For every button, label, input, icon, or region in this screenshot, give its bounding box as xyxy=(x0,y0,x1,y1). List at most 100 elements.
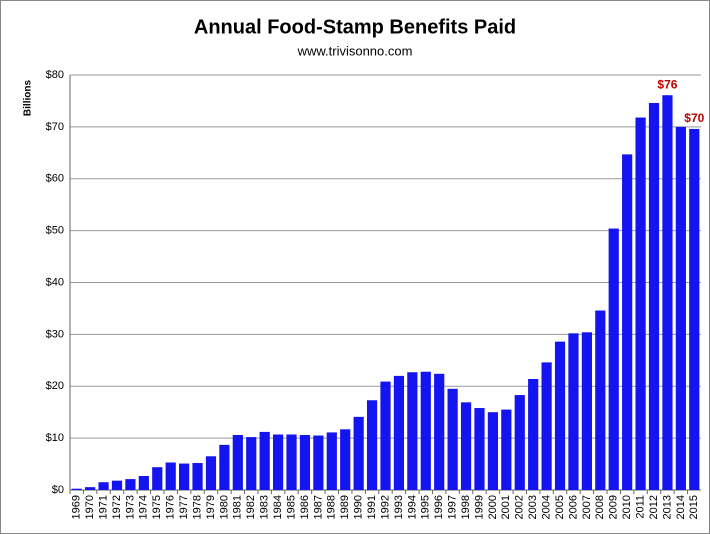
x-tick-label: 1974 xyxy=(138,495,150,519)
x-tick-label: 1997 xyxy=(447,495,459,519)
bar xyxy=(71,488,82,490)
bar xyxy=(622,154,633,490)
x-tick-label: 1989 xyxy=(339,495,351,519)
chart-subtitle: www.trivisonno.com xyxy=(297,43,413,58)
x-tick-label: 2005 xyxy=(554,495,566,519)
bar xyxy=(125,479,136,490)
chart-title: Annual Food-Stamp Benefits Paid xyxy=(194,16,516,38)
value-label: $70 xyxy=(684,111,704,125)
y-tick-label: $60 xyxy=(46,173,64,185)
x-tick-label: 1972 xyxy=(111,495,123,519)
x-tick-label: 2010 xyxy=(621,495,633,519)
x-tick-label: 2013 xyxy=(661,495,673,519)
x-tick-label: 2002 xyxy=(514,495,526,519)
x-tick-label: 2000 xyxy=(487,495,499,519)
bar xyxy=(179,463,190,490)
x-tick-label: 1978 xyxy=(191,495,203,519)
bar xyxy=(648,103,660,490)
bar xyxy=(581,332,592,490)
x-tick-label: 2011 xyxy=(634,495,646,519)
bar xyxy=(152,467,163,490)
bar xyxy=(595,310,606,490)
x-tick-label: 1983 xyxy=(259,495,271,519)
bar xyxy=(326,432,337,490)
x-tick-label: 1996 xyxy=(433,495,445,519)
bar xyxy=(568,333,579,490)
y-axis-label: Billions xyxy=(23,80,34,117)
x-tick-label: 1993 xyxy=(393,495,405,519)
x-tick-label: 1992 xyxy=(379,495,391,519)
bar xyxy=(474,408,485,490)
bar xyxy=(487,412,499,490)
y-tick-label: $30 xyxy=(46,328,64,340)
x-tick-label: 1973 xyxy=(124,495,136,519)
bar xyxy=(393,375,405,490)
bar xyxy=(192,463,203,490)
x-tick-label: 1980 xyxy=(218,495,230,519)
bar xyxy=(272,434,284,490)
x-tick-label: 1977 xyxy=(178,495,190,519)
bar xyxy=(541,362,552,490)
bar xyxy=(407,372,418,490)
x-tick-label: 1987 xyxy=(312,495,324,519)
bar xyxy=(528,378,539,490)
x-tick-label: 1998 xyxy=(460,495,472,519)
bar xyxy=(689,128,700,490)
x-tick-label: 2009 xyxy=(608,495,620,519)
x-tick-label: 1979 xyxy=(205,495,217,519)
bar xyxy=(259,431,270,490)
bar xyxy=(111,480,123,490)
y-tick-label: $0 xyxy=(52,484,64,496)
bar xyxy=(205,456,217,490)
x-tick-label: 2001 xyxy=(500,495,512,519)
y-tick-label: $40 xyxy=(46,276,64,288)
x-tick-label: 1971 xyxy=(97,495,109,519)
x-tick-label: 1988 xyxy=(326,495,338,519)
bar xyxy=(219,444,230,490)
x-tick-label: 1986 xyxy=(299,495,311,519)
bar xyxy=(165,462,176,490)
y-tick-label: $20 xyxy=(46,380,64,392)
bar xyxy=(246,437,257,490)
bar xyxy=(608,228,619,491)
x-tick-label: 1985 xyxy=(285,495,297,519)
bar xyxy=(340,429,351,490)
x-tick-label: 2004 xyxy=(541,495,553,519)
x-tick-label: 1994 xyxy=(406,495,418,519)
bar xyxy=(662,95,673,490)
x-tick-label: 1976 xyxy=(165,495,177,519)
bar xyxy=(353,416,364,490)
x-tick-label: 2012 xyxy=(648,495,660,519)
bar xyxy=(460,402,472,490)
y-tick-label: $80 xyxy=(46,69,64,81)
bar xyxy=(514,395,525,490)
bar xyxy=(380,381,391,490)
y-tick-label: $50 xyxy=(46,225,64,237)
bar xyxy=(675,126,686,490)
bar xyxy=(366,400,378,490)
bar xyxy=(313,435,324,490)
bar xyxy=(447,388,458,490)
x-tick-label: 1981 xyxy=(232,495,244,519)
bar xyxy=(299,435,311,490)
x-tick-label: 1984 xyxy=(272,495,284,519)
x-tick-label: 1969 xyxy=(71,495,83,519)
x-tick-label: 2014 xyxy=(675,495,687,519)
bar xyxy=(420,371,431,490)
x-tick-label: 1990 xyxy=(353,495,365,519)
x-tick-label: 1970 xyxy=(84,495,96,519)
x-tick-label: 1982 xyxy=(245,495,257,519)
bar xyxy=(286,434,297,490)
y-tick-label: $70 xyxy=(46,121,64,133)
y-tick-label: $10 xyxy=(46,432,64,444)
x-tick-label: 2015 xyxy=(688,495,700,519)
x-tick-label: 2003 xyxy=(527,495,539,519)
bar xyxy=(501,409,512,490)
bar xyxy=(85,487,96,490)
x-tick-label: 1999 xyxy=(473,495,485,519)
x-tick-label: 1991 xyxy=(366,495,378,519)
x-tick-label: 2006 xyxy=(567,495,579,519)
bar xyxy=(635,117,646,490)
bar xyxy=(98,482,109,490)
